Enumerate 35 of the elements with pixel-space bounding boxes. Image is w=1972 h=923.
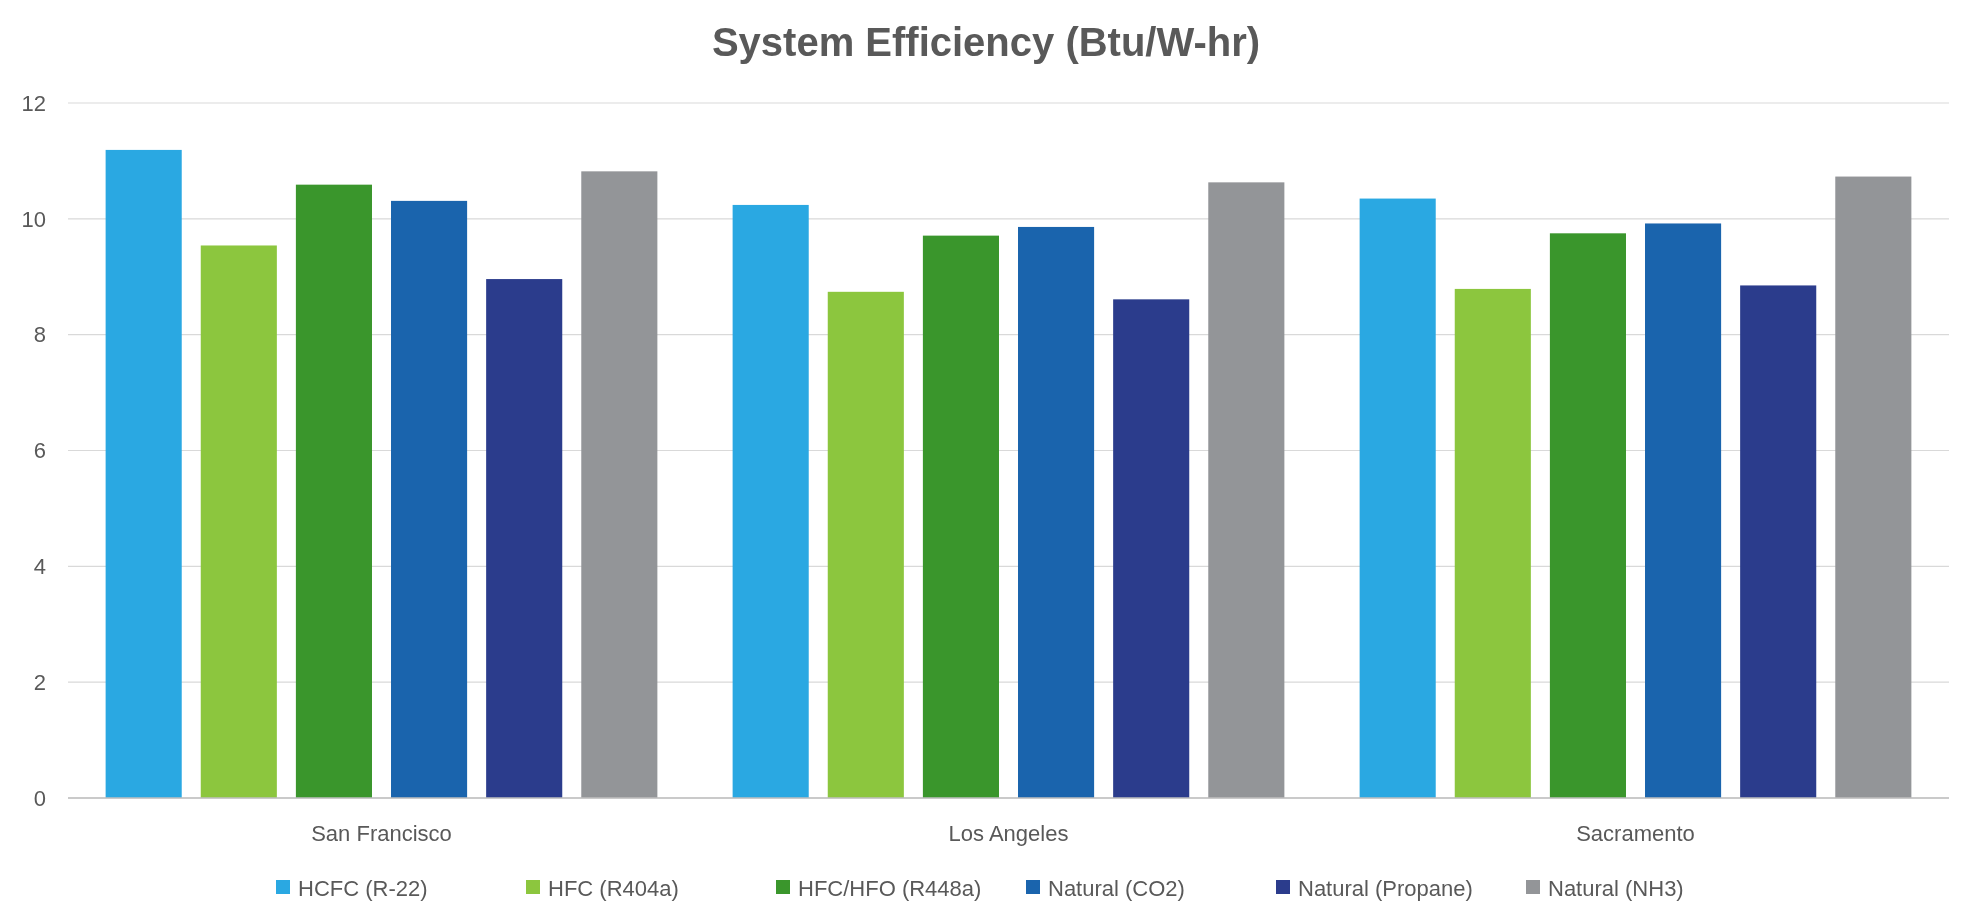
- bar: [1645, 223, 1722, 798]
- bar: [1208, 182, 1285, 798]
- y-tick-label: 6: [33, 438, 46, 464]
- bar: [1113, 299, 1190, 798]
- bar: [486, 279, 563, 798]
- legend-label: HFC/HFO (R448a): [798, 875, 982, 901]
- y-tick-label: 4: [33, 554, 46, 580]
- x-tick-label: Sacramento: [1576, 821, 1695, 846]
- y-tick-label: 0: [33, 785, 46, 811]
- x-tick-label: Los Angeles: [948, 821, 1069, 846]
- bar: [732, 204, 809, 798]
- bar: [827, 291, 904, 798]
- bar: [391, 200, 468, 798]
- y-tick-label: 10: [21, 206, 46, 232]
- legend-label: HCFC (R-22): [298, 875, 428, 901]
- chart-title: System Efficiency (Btu/W-hr): [711, 20, 1261, 64]
- bar: [1549, 233, 1626, 798]
- bar: [1740, 285, 1817, 798]
- bar: [295, 184, 372, 798]
- bar: [922, 235, 999, 798]
- bar: [1018, 226, 1095, 798]
- y-tick-label: 12: [21, 90, 46, 116]
- bar: [105, 149, 182, 798]
- x-tick-label: San Francisco: [311, 821, 452, 846]
- y-tick-label: 2: [33, 669, 46, 695]
- legend-label: HFC (R404a): [548, 875, 679, 901]
- legend-label: Natural (CO2): [1048, 875, 1185, 901]
- bar: [581, 171, 658, 798]
- bar: [1835, 176, 1912, 798]
- bar: [1359, 198, 1436, 798]
- y-tick-label: 8: [33, 322, 46, 348]
- legend-label: Natural (Propane): [1298, 875, 1473, 901]
- bar: [200, 245, 277, 798]
- bar: [1454, 288, 1531, 798]
- legend-label: Natural (NH3): [1548, 875, 1684, 901]
